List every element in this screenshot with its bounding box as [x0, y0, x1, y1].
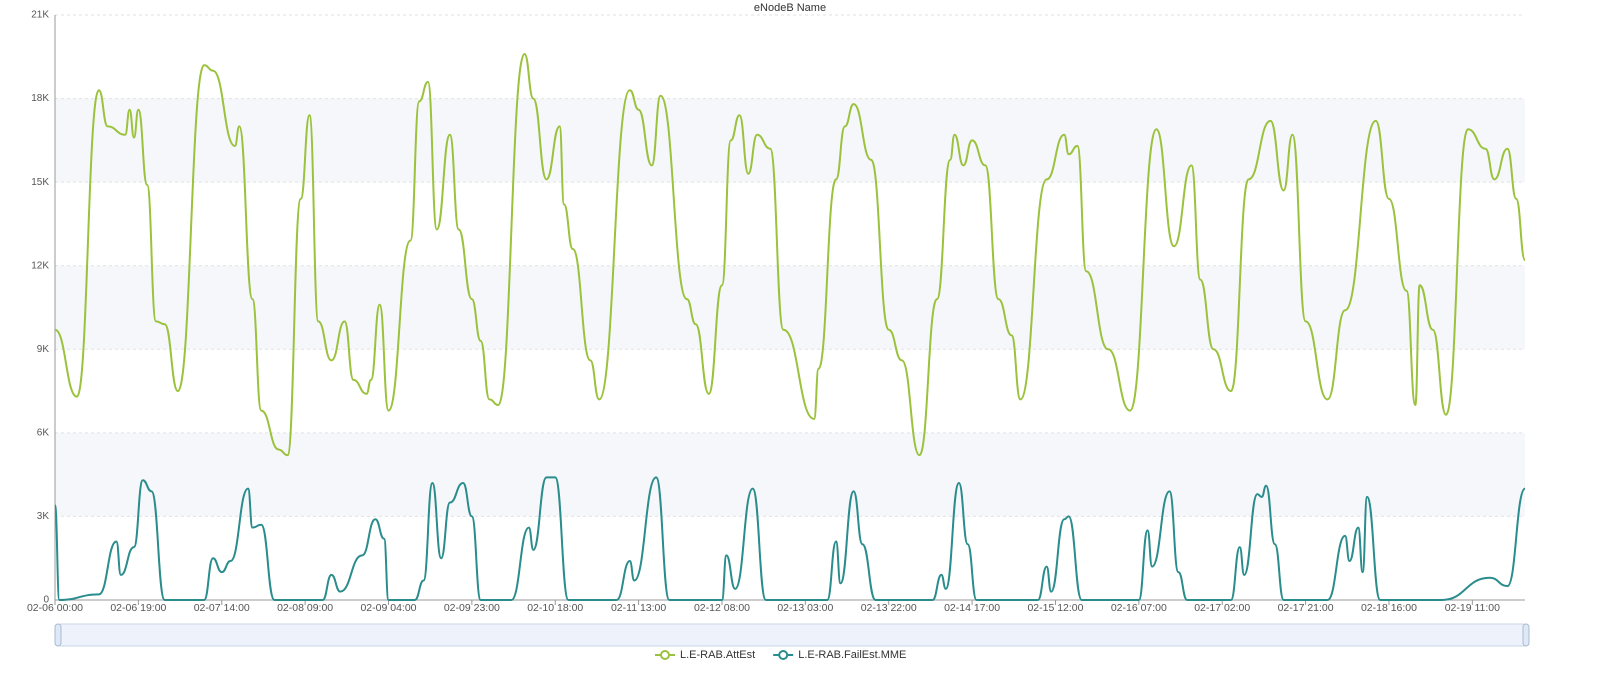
- plot-band: [55, 432, 1525, 517]
- y-tick-label: 6K: [37, 427, 50, 438]
- x-tick-label: 02-06 00:00: [27, 602, 83, 614]
- zoom-track[interactable]: [56, 623, 1528, 647]
- chart-title: eNodeB Name: [754, 2, 826, 14]
- y-tick-label: 18K: [31, 93, 49, 104]
- legend-item[interactable]: L.E-RAB.FailEst.MME: [773, 649, 906, 661]
- x-tick-label: 02-06 19:00: [110, 602, 166, 614]
- x-tick-label: 02-10 18:00: [527, 602, 583, 614]
- series-line: [54, 52, 1526, 457]
- legend-label: L.E-RAB.FailEst.MME: [798, 649, 906, 661]
- y-tick-label: 9K: [37, 344, 50, 355]
- x-tick-label: 02-09 04:00: [360, 602, 416, 614]
- x-tick-label: 02-15 12:00: [1027, 602, 1083, 614]
- legend-marker: [660, 650, 670, 660]
- x-tick-label: 02-07 14:00: [194, 602, 250, 614]
- x-tick-label: 02-17 02:00: [1194, 602, 1250, 614]
- series-line: [54, 476, 1526, 602]
- lines: [54, 52, 1526, 602]
- y-tick-label: 0: [43, 595, 49, 606]
- x-tick-label: 02-18 16:00: [1361, 602, 1417, 614]
- y-tick-label: 3K: [37, 511, 50, 522]
- legend-marker: [778, 650, 789, 660]
- x-tick-label: 02-13 03:00: [777, 602, 833, 614]
- plot-bands: [55, 98, 1525, 517]
- legend: L.E-RAB.AttEst L.E-RAB.FailEst.MME: [655, 649, 906, 661]
- x-tick-label: 02-13 22:00: [861, 602, 917, 614]
- x-tick-label: 02-09 23:00: [444, 602, 500, 614]
- zoom-handle-left[interactable]: [54, 623, 62, 647]
- x-tick-label: 02-14 17:00: [944, 602, 1000, 614]
- zoom-handle-right[interactable]: [1522, 623, 1530, 647]
- zoom-slider[interactable]: [54, 623, 1530, 647]
- plot-band: [55, 98, 1525, 183]
- y-tick-label: 15K: [31, 177, 49, 188]
- legend-item[interactable]: L.E-RAB.AttEst: [655, 649, 755, 661]
- x-tick-label: 02-19 11:00: [1445, 602, 1500, 614]
- x-tick-label: 02-16 07:00: [1111, 602, 1167, 614]
- x-tick-label: 02-08 09:00: [277, 602, 333, 614]
- x-tick-label: 02-11 13:00: [611, 602, 666, 614]
- labels: 0 3K 6K 9K 12K 15K 18K 21K 02-06 00:00 02-06 19:0…: [27, 10, 1500, 614]
- legend-label: L.E-RAB.AttEst: [680, 649, 755, 661]
- x-tick-label: 02-17 21:00: [1278, 602, 1334, 614]
- x-tick-label: 02-12 08:00: [694, 602, 750, 614]
- y-tick-label: 21K: [31, 10, 49, 21]
- y-tick-label: 12K: [31, 260, 49, 271]
